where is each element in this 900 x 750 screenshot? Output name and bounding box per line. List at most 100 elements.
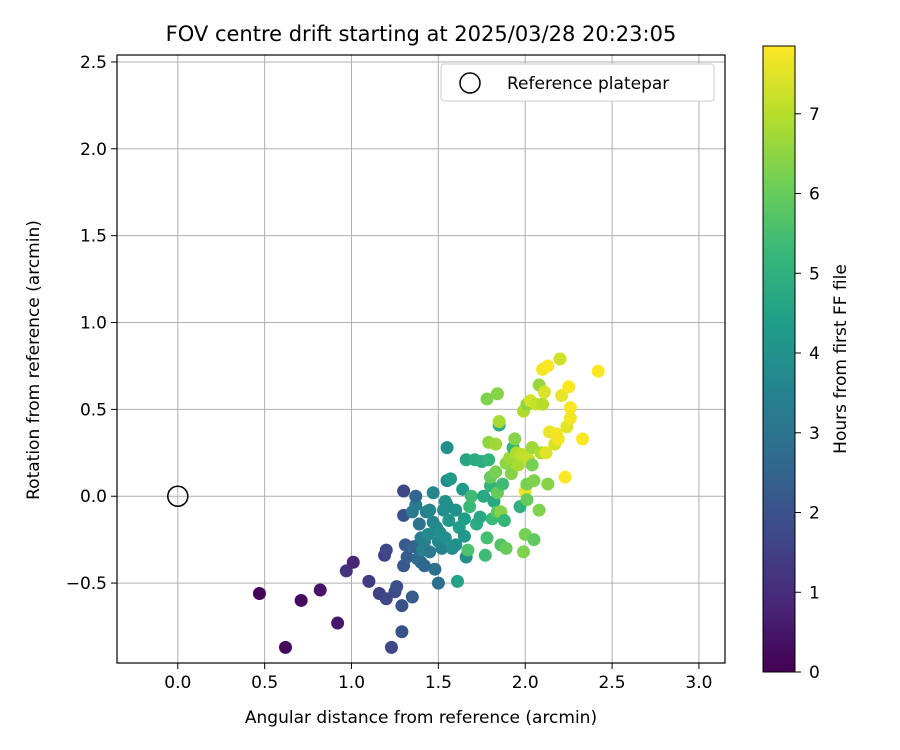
data-point [390,580,404,594]
data-point [442,514,456,528]
data-point [423,503,437,517]
y-tick-label: 2.5 [80,53,107,73]
data-point [511,458,525,472]
data-point [497,514,511,528]
data-point [362,574,376,588]
data-point [426,486,440,500]
data-point [525,458,539,472]
data-point [539,446,553,460]
plot-frame [116,54,726,664]
data-point [541,477,555,491]
data-point [423,545,437,559]
colorbar-tick-label: 5 [809,264,820,284]
data-point [444,472,458,486]
data-point [463,500,477,514]
legend-label: Reference platepar [507,74,669,94]
data-point [536,397,550,411]
data-point [417,559,431,573]
data-point [562,380,576,394]
colorbar-tick-label: 1 [809,583,820,603]
data-point [516,545,530,559]
data-point [456,482,470,496]
data-point [331,616,345,630]
data-point [482,453,496,467]
data-point [461,543,475,557]
x-tick-label: 1.5 [425,673,452,693]
colorbar-tick-label: 2 [809,504,820,524]
reference-point-marker [167,485,189,507]
data-point [473,510,487,524]
data-point [563,401,577,415]
colorbar-gradient [762,45,796,673]
data-point [409,489,423,503]
x-tick-label: 2.0 [512,673,539,693]
data-point [496,477,510,491]
x-tick-label: 1.0 [338,673,365,693]
data-point [379,543,393,557]
data-point [551,432,565,446]
data-point [313,583,327,597]
legend-box [440,63,715,102]
y-tick-label: 1.5 [80,227,107,247]
data-point [553,352,567,366]
data-point [294,593,308,607]
data-point [477,489,491,503]
data-point [421,527,435,541]
data-point [395,599,409,613]
data-point [449,503,463,517]
data-point [400,550,414,564]
data-point [527,533,541,547]
y-tick-label: 2.0 [80,140,107,160]
data-point [339,564,353,578]
data-point [489,465,503,479]
data-point [532,503,546,517]
y-tick-label: 0.5 [80,400,107,420]
data-point [489,437,503,451]
colorbar-label: Hours from first FF file [831,264,851,454]
data-point [438,531,452,545]
x-axis-ticks: 0.0 0.5 1.0 1.5 2.0 2.5 3.0 [164,663,712,693]
data-point [440,441,454,455]
data-point [490,387,504,401]
x-tick-label: 2.5 [599,673,626,693]
y-tick-label: 1.0 [80,314,107,334]
colorbar-tick-label: 3 [809,424,820,444]
data-point [478,548,492,562]
data-point [499,541,513,555]
colorbar-tick-label: 4 [809,344,820,364]
x-tick-label: 0.5 [251,673,278,693]
data-point [449,538,463,552]
data-point [555,388,569,402]
data-point [379,592,393,606]
data-points [252,352,605,654]
data-point [576,432,590,446]
data-point [428,562,442,576]
data-point [508,432,522,446]
data-point [397,484,411,498]
data-point [279,640,293,654]
y-tick-label: −0.5 [66,574,107,594]
data-point [346,555,360,569]
data-point [520,493,534,507]
colorbar-tick-label: 6 [809,185,820,205]
colorbar-tick-label: 7 [809,105,820,125]
data-point [480,392,494,406]
colorbar-tick-label: 0 [809,663,820,683]
data-point [563,411,577,425]
data-point [457,529,471,543]
data-point [384,640,398,654]
x-tick-label: 3.0 [685,673,712,693]
data-point [395,625,409,639]
data-point [480,531,494,545]
colorbar: 0 1 2 3 4 5 6 7 Hours from first FF file [762,45,851,683]
data-point [504,467,518,481]
data-point [591,364,605,378]
chart-title: FOV centre drift starting at 2025/03/28 … [166,22,677,46]
y-axis-label: Rotation from reference (arcmin) [24,220,44,500]
colorbar-ticks: 0 1 2 3 4 5 6 7 [795,105,820,683]
data-point [541,359,555,373]
data-point [492,415,506,429]
data-point [527,474,541,488]
data-point [431,576,445,590]
